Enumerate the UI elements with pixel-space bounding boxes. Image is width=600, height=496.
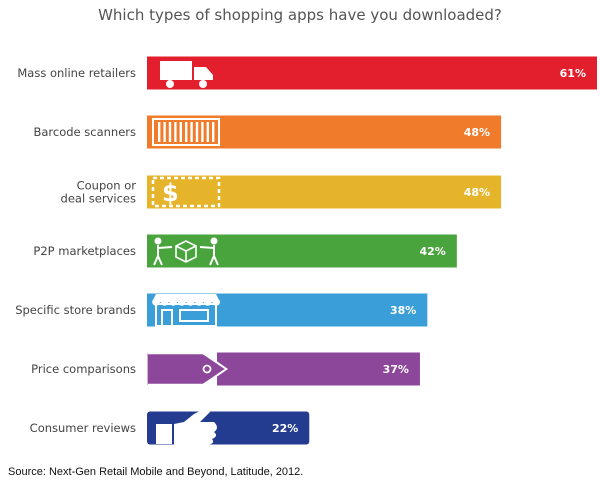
category-label: P2P marketplaces [33,244,136,258]
value-label: 22% [272,422,298,435]
source-note: Source: Next-Gen Retail Mobile and Beyon… [8,466,304,478]
bar [147,115,502,149]
bar [217,352,420,386]
storefront-icon [152,294,220,327]
category-label: Consumer reviews [30,421,136,435]
value-label: 48% [464,186,490,199]
category-label: Price comparisons [31,362,136,376]
truck-icon [160,61,213,88]
value-label: 42% [419,245,445,258]
svg-text:$: $ [162,179,179,207]
chart-title: Which types of shopping apps have you do… [98,6,502,24]
category-label: Barcode scanners [33,125,136,139]
value-label: 38% [390,304,416,317]
price-tag-shape [146,351,229,387]
category-label: Mass online retailers [17,66,136,80]
value-label: 37% [383,363,409,376]
value-label: 61% [560,67,586,80]
coupon-icon: $ [151,176,221,208]
category-label: Specific store brands [15,303,136,317]
bar [147,175,502,209]
category-label: Coupon or [77,179,137,193]
people-exchange-icon [153,237,219,266]
value-label: 48% [464,126,490,139]
thumbs-up-icon [156,408,217,445]
category-label: deal services [61,192,136,206]
barcode-icon [152,118,220,146]
bar [147,56,597,90]
price-tag-icon [148,352,228,386]
bar [147,234,457,268]
